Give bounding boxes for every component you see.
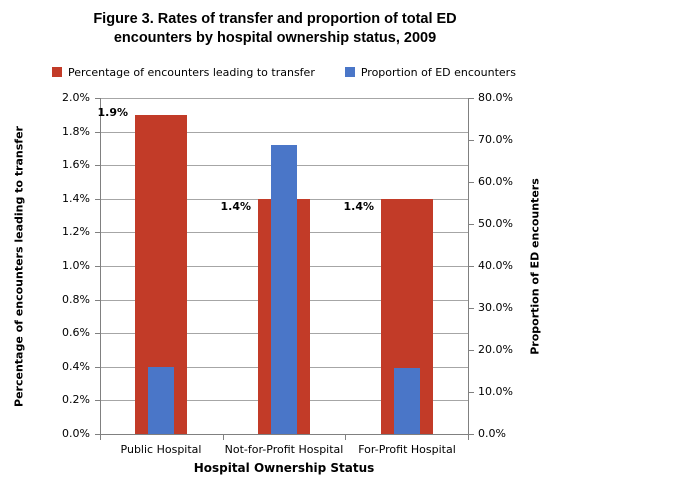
- bar-ed-1: [148, 367, 174, 434]
- gridline: [101, 98, 468, 99]
- left-axis-tick-label: 1.0%: [62, 259, 90, 272]
- right-axis-title: Proportion of ED encounters: [528, 178, 542, 355]
- left-axis-tick-label: 0.0%: [62, 427, 90, 440]
- left-axis-tick-label: 1.8%: [62, 125, 90, 138]
- left-axis-tick-label: 0.4%: [62, 360, 90, 373]
- left-axis-tick: [95, 300, 100, 301]
- left-axis-tick-label: 1.2%: [62, 225, 90, 238]
- bar-ed-2: [271, 145, 297, 434]
- x-axis-line: [100, 434, 469, 435]
- left-axis-tick: [95, 98, 100, 99]
- left-axis-tick-label: 2.0%: [62, 91, 90, 104]
- chart-title-line-1: Figure 3. Rates of transfer and proporti…: [93, 11, 457, 27]
- left-axis-tick: [95, 367, 100, 368]
- right-axis-tick: [469, 308, 474, 309]
- right-axis-tick-label: 40.0%: [478, 259, 513, 272]
- left-axis-tick: [95, 132, 100, 133]
- right-axis-tick: [469, 182, 474, 183]
- chart-title: Figure 3. Rates of transfer and proporti…: [60, 10, 490, 48]
- bar-data-label: 1.9%: [97, 106, 128, 119]
- left-axis-title: Percentage of encounters leading to tran…: [12, 126, 26, 407]
- left-axis-tick-label: 1.4%: [62, 192, 90, 205]
- bar-data-label: 1.4%: [343, 200, 374, 213]
- legend-item-2: Proportion of ED encounters: [344, 65, 516, 79]
- left-axis-tick-label: 0.2%: [62, 393, 90, 406]
- right-axis-tick-label: 80.0%: [478, 91, 513, 104]
- right-axis-tick-label: 30.0%: [478, 301, 513, 314]
- x-axis-tick: [345, 435, 346, 440]
- legend-label: Percentage of encounters leading to tran…: [68, 65, 315, 79]
- right-axis-tick: [469, 392, 474, 393]
- legend-item-1: Percentage of encounters leading to tran…: [52, 66, 315, 79]
- right-axis-line: [468, 98, 469, 434]
- right-axis-tick-label: 20.0%: [478, 343, 513, 356]
- gridline: [101, 132, 468, 133]
- left-axis-tick: [95, 333, 100, 334]
- x-axis-tick: [100, 435, 101, 440]
- left-axis-tick-label: 0.6%: [62, 326, 90, 339]
- right-axis-tick: [469, 98, 474, 99]
- x-axis-category-label: Public Hospital: [120, 443, 202, 456]
- right-axis-tick-label: 0.0%: [478, 427, 506, 440]
- x-axis-title: Hospital Ownership Status: [193, 461, 375, 475]
- left-axis-tick: [95, 232, 100, 233]
- right-axis-tick: [469, 266, 474, 267]
- right-axis-tick-label: 70.0%: [478, 133, 513, 146]
- right-axis-tick: [469, 224, 474, 225]
- left-axis-tick-label: 0.8%: [62, 293, 90, 306]
- right-axis-tick-label: 60.0%: [478, 175, 513, 188]
- right-axis-tick: [469, 434, 474, 435]
- plot-area: 1.9% 1.4% 1.4%: [97, 98, 468, 434]
- right-axis-tick: [469, 350, 474, 351]
- right-axis-tick-label: 10.0%: [478, 385, 513, 398]
- legend-swatch-icon: [52, 67, 63, 77]
- left-axis-line: [100, 98, 101, 434]
- x-axis-tick: [468, 435, 469, 440]
- x-axis-tick: [223, 435, 224, 440]
- left-axis-tick: [95, 434, 100, 435]
- bar-ed-3: [394, 368, 420, 434]
- x-axis-category-label: For-Profit Hospital: [358, 443, 456, 456]
- legend-label: Proportion of ED encounters: [360, 65, 516, 79]
- right-axis-tick-label: 50.0%: [478, 217, 513, 230]
- left-axis-tick: [95, 199, 100, 200]
- left-axis-tick: [95, 165, 100, 166]
- x-axis-category-label: Not-for-Profit Hospital: [224, 443, 344, 456]
- chart-legend: Percentage of encounters leading to tran…: [0, 63, 568, 81]
- left-axis-tick-label: 1.6%: [62, 158, 90, 171]
- bar-data-label: 1.4%: [220, 200, 251, 213]
- chart-title-line-2: encounters by hospital ownership status,…: [113, 30, 437, 46]
- right-axis-tick: [469, 140, 474, 141]
- left-axis-tick: [95, 400, 100, 401]
- legend-swatch-icon: [344, 67, 355, 77]
- left-axis-tick: [95, 266, 100, 267]
